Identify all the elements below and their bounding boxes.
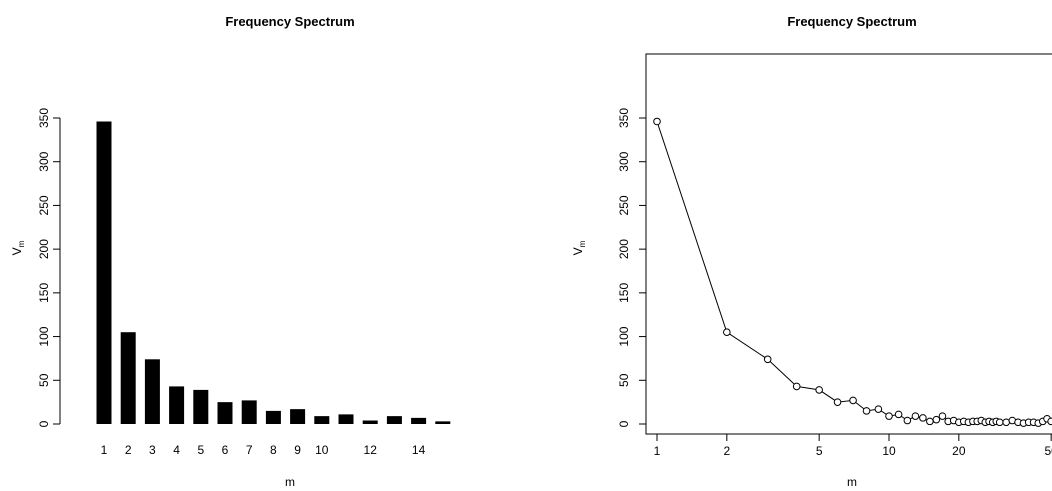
bar bbox=[193, 389, 209, 424]
bar-chart-x-tick-label: 8 bbox=[270, 443, 277, 457]
line-chart-x-axis-label: m bbox=[847, 475, 857, 489]
line-chart-y-axis-label-subscript: m bbox=[578, 240, 587, 247]
bar bbox=[290, 409, 306, 424]
line-chart-point bbox=[874, 405, 883, 413]
line-chart-point bbox=[849, 396, 857, 405]
bar-chart-x-tick-label: 5 bbox=[197, 443, 204, 457]
bar-chart-x-tick-label: 12 bbox=[364, 443, 378, 457]
bar-chart-x-axis-label: m bbox=[285, 475, 295, 489]
bar-chart-x-tick-label: 3 bbox=[149, 443, 156, 457]
line-chart-y-tick-label: 0 bbox=[617, 420, 631, 427]
line-chart-y-axis: 0 50 100 150 200 250 300 350 bbox=[617, 108, 647, 427]
bar bbox=[411, 417, 427, 424]
bar bbox=[120, 332, 136, 424]
line-chart-point bbox=[932, 415, 941, 424]
line-chart-point bbox=[862, 407, 871, 415]
bar bbox=[217, 402, 233, 424]
line-chart-point bbox=[903, 416, 912, 425]
line-chart-point bbox=[995, 418, 1004, 427]
line-chart-point bbox=[911, 412, 920, 420]
line-chart-point bbox=[833, 398, 842, 406]
line-chart-title: Frequency Spectrum bbox=[787, 14, 916, 29]
line-chart-x-tick-label: 20 bbox=[952, 444, 966, 458]
line-chart-y-axis-label: Vm bbox=[571, 240, 587, 255]
line-chart-x-tick-label: 50 bbox=[1044, 444, 1052, 458]
bar-chart-bars bbox=[96, 121, 451, 425]
bar-chart-y-tick-label: 100 bbox=[37, 326, 51, 346]
bar bbox=[338, 414, 354, 424]
line-chart-panel: Frequency Spectrum 050100150200250300350… bbox=[571, 14, 1052, 489]
bar bbox=[144, 359, 160, 424]
bar-chart-y-axis-label-subscript: m bbox=[17, 240, 26, 247]
bar bbox=[96, 121, 112, 425]
line-chart-point bbox=[653, 117, 661, 126]
bar-chart-title: Frequency Spectrum bbox=[225, 14, 354, 29]
bar-chart-y-axis: 0 50 100 150 200 250 300 350 bbox=[37, 108, 61, 427]
line-chart-point bbox=[815, 386, 823, 394]
line-chart-y-axis-label-main: V bbox=[571, 247, 585, 255]
line-chart-point bbox=[1002, 418, 1010, 427]
bar-chart-y-tick-label: 150 bbox=[37, 283, 51, 303]
bar-chart-y-tick-label: 350 bbox=[37, 108, 51, 128]
bar-chart-panel: Frequency Spectrum 050100150200250300350… bbox=[10, 14, 451, 489]
line-chart-x-tick-label: 2 bbox=[723, 444, 730, 458]
line-chart-y-tick-label: 250 bbox=[617, 195, 631, 215]
bar-chart-x-tick-label: 10 bbox=[315, 443, 329, 457]
bar-chart-y-tick-label: 300 bbox=[37, 151, 51, 171]
line-chart-plot-box bbox=[645, 53, 1052, 435]
bar-chart-x-tick-label: 7 bbox=[246, 443, 253, 457]
bar-chart-y-tick-label: 50 bbox=[37, 373, 51, 387]
line-chart-y-tick-label: 100 bbox=[617, 326, 631, 346]
bar-chart-y-axis-label-main: V bbox=[10, 247, 24, 255]
line-chart-x-tick-label: 5 bbox=[816, 444, 823, 458]
bar bbox=[241, 400, 257, 424]
bar-chart-y-tick-label: 200 bbox=[37, 239, 51, 259]
bar-chart-x-tick-labels: 1 2 3 4 5 6 7 8 9 10 12 14 bbox=[101, 443, 426, 457]
line-chart-y-tick-label: 350 bbox=[617, 108, 631, 128]
bar-chart-y-axis-label: Vm bbox=[10, 240, 26, 255]
line-chart-point bbox=[894, 410, 903, 419]
line-chart-point bbox=[1047, 417, 1052, 426]
bar bbox=[265, 410, 281, 424]
line-chart-x-tick-label: 10 bbox=[882, 444, 896, 458]
line-chart-y-tick-label: 200 bbox=[617, 239, 631, 259]
bar-chart-x-tick-label: 9 bbox=[294, 443, 301, 457]
line-chart-point bbox=[792, 382, 801, 391]
line-chart-point bbox=[926, 417, 934, 426]
line-chart-point bbox=[723, 328, 731, 336]
bar-chart-y-tick-label: 250 bbox=[37, 195, 51, 215]
bar-chart-x-tick-label: 2 bbox=[125, 443, 132, 457]
line-chart-point bbox=[919, 414, 927, 422]
bar bbox=[386, 416, 402, 424]
bar-chart-y-tick-label: 0 bbox=[37, 420, 51, 427]
line-chart-y-tick-label: 300 bbox=[617, 151, 631, 171]
line-chart-series bbox=[653, 117, 1052, 427]
line-chart-y-tick-label: 150 bbox=[617, 283, 631, 303]
bar bbox=[435, 421, 451, 424]
line-chart-y-tick-label: 50 bbox=[617, 373, 631, 387]
bar bbox=[314, 416, 330, 424]
bar bbox=[362, 420, 378, 424]
bar bbox=[169, 386, 185, 424]
line-chart-x-axis: 1 2 5 10 20 50 bbox=[654, 434, 1052, 458]
bar-chart-x-tick-label: 6 bbox=[222, 443, 229, 457]
line-chart-series-line bbox=[656, 121, 1052, 424]
line-chart-point bbox=[938, 412, 947, 420]
line-chart-point bbox=[885, 412, 893, 420]
bar-chart-x-tick-label: 1 bbox=[101, 443, 108, 457]
line-chart-point bbox=[763, 355, 772, 364]
line-chart-x-tick-label: 1 bbox=[654, 444, 661, 458]
bar-chart-x-tick-label: 14 bbox=[412, 443, 426, 457]
bar-chart-x-tick-label: 4 bbox=[173, 443, 180, 457]
